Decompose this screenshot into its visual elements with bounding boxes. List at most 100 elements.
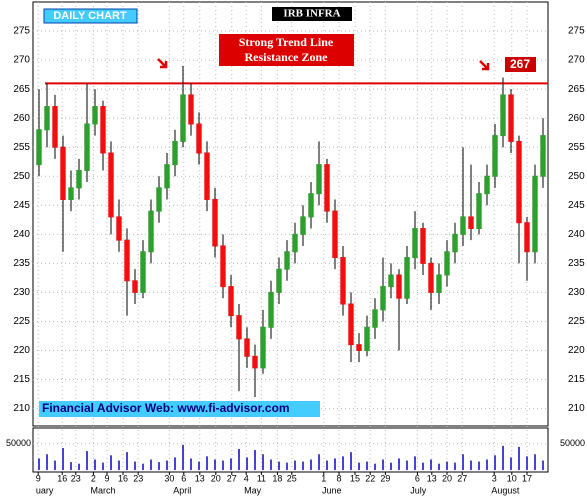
candle-body: [532, 175, 538, 253]
candle-body: [132, 280, 138, 293]
footer-box: [39, 401, 320, 417]
x-tick-label: 6: [181, 473, 186, 483]
candle-body: [84, 123, 90, 171]
x-tick-label: 29: [380, 473, 390, 483]
candle-body: [388, 274, 394, 288]
candle-body: [100, 106, 106, 154]
candle-body: [76, 169, 82, 189]
candle-body: [348, 303, 354, 346]
x-tick-label: 20: [211, 473, 221, 483]
marks: [36, 65, 548, 470]
y-tick-label: 230: [13, 287, 30, 298]
y-tick-label: 250: [568, 171, 585, 182]
x-tick-label: 23: [133, 473, 143, 483]
y-tick-label: 220: [13, 345, 30, 356]
candle-body: [500, 94, 506, 137]
subtitle: DAILY CHART: [53, 10, 127, 22]
candle-body: [524, 222, 530, 253]
y-tick-label: 265: [13, 84, 30, 95]
y-tick-label: 260: [568, 113, 585, 124]
candle-body: [220, 245, 226, 288]
annotation-box: [219, 34, 354, 66]
month-label: May: [244, 485, 262, 495]
y-tick-label: 260: [13, 113, 30, 124]
y-tick-label: 255: [13, 142, 30, 153]
candle-body: [52, 106, 58, 148]
y-tick-label: 235: [13, 258, 30, 269]
volume-tick-label: 50000: [560, 438, 585, 448]
candle-body: [252, 355, 258, 369]
candle-body: [284, 251, 290, 270]
candle-body: [468, 216, 474, 230]
month-label: uary: [36, 485, 54, 495]
x-tick-label: 17: [522, 473, 532, 483]
x-tick-label: 2: [91, 473, 96, 483]
x-tick-label: 27: [227, 473, 237, 483]
candle-body: [332, 210, 338, 259]
arrow: [479, 60, 490, 71]
candle-body: [148, 210, 154, 253]
y-tick-label: 245: [13, 200, 30, 211]
resistance-label-box: [505, 57, 536, 72]
candle-body: [60, 146, 66, 200]
candle-body: [516, 140, 522, 224]
resistance-label: 267: [510, 57, 530, 71]
month-label: August: [491, 485, 520, 495]
candle-body: [340, 257, 346, 305]
x-tick-label: 18: [272, 473, 282, 483]
y-tick-label: 240: [568, 229, 585, 240]
footer: Financial Advisor Web: www.fi-advisor.co…: [42, 401, 290, 415]
y-tick-label: 220: [568, 345, 585, 356]
x-tick-label: 13: [195, 473, 205, 483]
x-tick-label: 23: [71, 473, 81, 483]
x-tick-label: 1: [321, 473, 326, 483]
candle-body: [212, 198, 218, 247]
candle-body: [452, 233, 458, 253]
x-tick-label: 27: [457, 473, 467, 483]
candle-body: [204, 152, 210, 200]
candle-body: [484, 175, 490, 195]
candle-body: [540, 135, 546, 177]
y-tick-label: 270: [568, 55, 585, 66]
candle-body: [116, 216, 122, 241]
candle-body: [412, 228, 418, 259]
candle-body: [244, 338, 250, 357]
candle-body: [180, 94, 186, 142]
x-tick-label: 4: [244, 473, 249, 483]
annotation: Strong Trend Line: [239, 35, 334, 49]
y-tick-label: 245: [568, 200, 585, 211]
candle-body: [196, 123, 202, 154]
candle-body: [436, 274, 442, 293]
candle-body: [380, 286, 386, 311]
y-tick-label: 210: [568, 403, 585, 414]
x-tick-label: 13: [427, 473, 437, 483]
candle-body: [228, 286, 234, 317]
candle-body: [108, 152, 114, 218]
candle-body: [36, 129, 42, 166]
y-tick-label: 230: [568, 287, 585, 298]
x-tick-label: 15: [350, 473, 360, 483]
candle-body: [260, 326, 266, 369]
x-tick-label: 20: [442, 473, 452, 483]
x-tick-label: 3: [492, 473, 497, 483]
candle-body: [308, 193, 314, 218]
candle-body: [316, 164, 322, 195]
x-tick-label: 6: [415, 473, 420, 483]
y-tick-label: 225: [568, 316, 585, 327]
subtitle-box: [43, 8, 138, 24]
candle-body: [444, 251, 450, 276]
x-tick-label: 25: [287, 473, 297, 483]
volume-tick-label: 50000: [6, 438, 31, 448]
month-label: April: [173, 485, 191, 495]
y-tick-label: 215: [13, 374, 30, 385]
candle-body: [44, 106, 50, 131]
arrow: [157, 58, 168, 69]
month-label: June: [322, 485, 342, 495]
y-tick-label: 240: [13, 229, 30, 240]
x-tick-label: 22: [365, 473, 375, 483]
candle-body: [188, 94, 194, 125]
y-tick-label: 265: [568, 84, 585, 95]
candle-body: [364, 326, 370, 351]
title: IRB INFRA: [283, 8, 340, 20]
